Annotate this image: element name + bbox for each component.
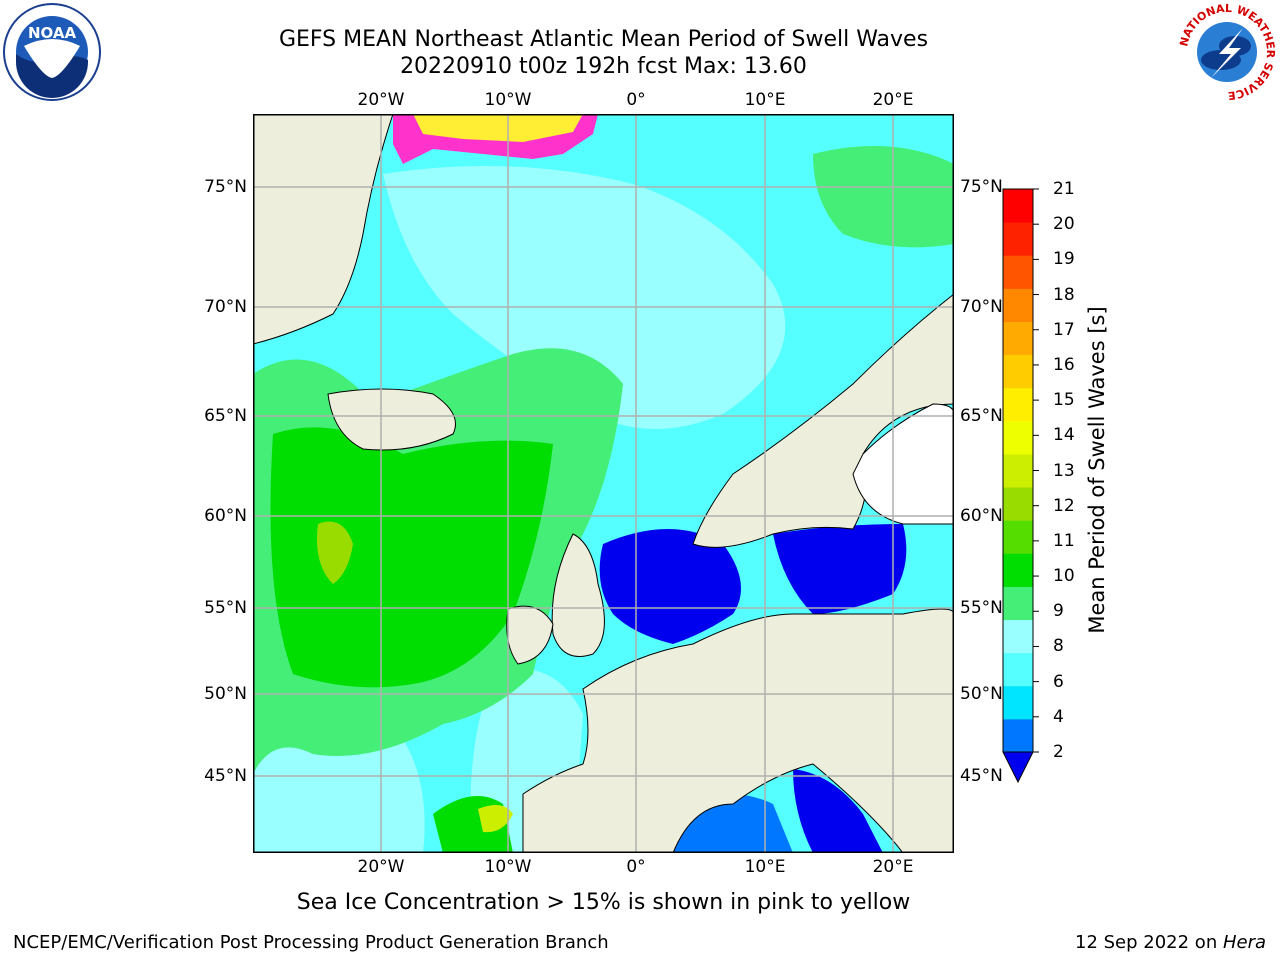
lat-tick-left: 75°N [204,177,247,197]
colorbar-band [1003,288,1033,322]
lon-tick-top: 10°E [744,90,786,110]
colorbar-band [1003,255,1033,289]
footer-date: 12 Sep 2022 on Hera [1075,932,1266,953]
colorbar-label: 18 [1053,284,1075,305]
colorbar-band [1003,685,1033,720]
colorbar-band [1003,189,1033,223]
colorbar-band [1003,453,1033,488]
colorbar-band [1003,420,1033,455]
lat-tick-right: 55°N [960,598,1003,618]
map-panel[interactable] [253,114,954,853]
colorbar-label: 14 [1053,425,1075,446]
period-zone-11-12 [317,521,353,584]
colorbar-label: 2 [1053,742,1064,762]
iceland-land [327,388,456,451]
colorbar-label: 8 [1053,636,1064,657]
lon-tick-top: 20°E [872,90,914,110]
lon-tick-bottom: 10°E [744,857,786,877]
period-zone-2-4 [599,529,741,644]
greenland-land [253,114,394,345]
colorbar-band [1003,387,1033,422]
lat-tick-left: 50°N [204,684,247,704]
footer-credit: NCEP/EMC/Verification Post Processing Pr… [13,932,609,953]
graticule [253,114,954,853]
period-zone-10-11 [270,427,553,688]
colorbar-band [1003,487,1033,521]
lon-tick-bottom: 20°E [872,857,914,877]
colorbar-label: 20 [1053,214,1075,235]
colorbar-label: 19 [1053,249,1075,270]
colorbar-label: 11 [1053,530,1075,551]
lat-tick-right: 65°N [960,406,1003,426]
lat-tick-right: 75°N [960,177,1003,197]
sea-ice-note: Sea Ice Concentration > 15% is shown in … [296,890,911,915]
period-zone-9-10 [813,146,954,248]
period-zone-2-4 [773,524,907,614]
lon-tick-bottom: 20°W [357,857,405,877]
lat-tick-right: 60°N [960,506,1003,526]
colorbar-label: 17 [1053,319,1075,340]
footer-host: Hera [1222,932,1266,953]
noaa-logo: NOAA [2,2,102,102]
colorbar-title: Mean Period of Swell Waves [s] [1085,306,1109,634]
lat-tick-right: 50°N [960,684,1003,704]
colorbar-band [1003,652,1033,687]
lon-tick-bottom: 0° [626,857,646,877]
lon-tick-top: 0° [626,90,646,110]
colorbar-band [1003,718,1033,753]
colorbar-label: 6 [1053,671,1064,692]
colorbar-label: 4 [1053,706,1064,727]
sea-ice-free-gulf [852,403,954,525]
colorbar-band [1003,520,1033,554]
lat-tick-left: 45°N [204,766,247,786]
lat-tick-right: 70°N [960,297,1003,317]
lon-tick-top: 10°W [484,90,532,110]
chart-title: GEFS MEAN Northeast Atlantic Mean Period… [278,27,929,52]
chart-subtitle: 20220910 t00z 192h fcst Max: 13.60 [400,54,807,79]
lat-tick-left: 65°N [204,406,247,426]
colorbar-label: 9 [1053,601,1064,622]
colorbar-label: 21 [1053,179,1075,199]
sea-ice-yellow [413,114,583,142]
map-frame [253,114,954,853]
colorbar-band [1003,553,1033,587]
colorbar-graphic [1002,188,1039,784]
colorbar-extension [1002,751,1034,784]
colorbar-label: 10 [1053,566,1075,587]
lon-tick-top: 20°W [357,90,405,110]
colorbar-band [1003,354,1033,389]
lat-tick-left: 60°N [204,506,247,526]
footer-date-text: 12 Sep 2022 on [1075,932,1223,953]
colorbar-label: 15 [1053,390,1075,411]
lat-tick-right: 45°N [960,766,1003,786]
lat-tick-left: 55°N [204,598,247,618]
period-zone-2-4 [793,769,883,853]
period-zone-8-9 [383,166,786,429]
great-britain-land [551,533,605,657]
colorbar-label: 12 [1053,495,1075,516]
noaa-logo-text: NOAA [28,24,77,42]
colorbar-band [1003,321,1033,356]
lon-tick-bottom: 10°W [484,857,532,877]
lat-tick-left: 70°N [204,297,247,317]
colorbar [1000,187,1080,787]
continental-europe-land [522,608,954,853]
period-zone-12-13 [478,805,513,833]
colorbar-band [1003,586,1033,621]
colorbar-band [1003,619,1033,654]
colorbar-band [1003,222,1033,256]
nws-logo: NATIONAL WEATHER SERVICE [1177,2,1277,102]
swell-period-map [253,114,954,853]
colorbar-label: 13 [1053,460,1075,481]
colorbar-label: 16 [1053,354,1075,375]
